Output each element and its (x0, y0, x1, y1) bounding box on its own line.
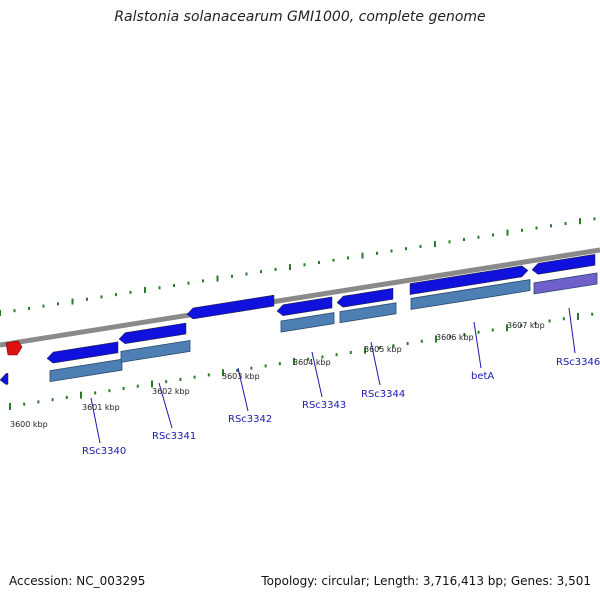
gene-arrow (336, 287, 394, 308)
accession-text: Accession: NC_003295 (9, 574, 146, 588)
gene-label-leaders (90, 307, 576, 444)
gene-arrow (409, 265, 529, 295)
gene-arrow (276, 296, 333, 316)
map-title: Ralstonia solanacearum GMI1000, complete… (114, 9, 486, 25)
label-leader-line (311, 351, 323, 398)
gene-arrow (0, 372, 9, 385)
label-leader-line (237, 367, 249, 412)
inner-tick-marks (9, 312, 594, 410)
cds-bar (49, 358, 123, 383)
gene-arrow (531, 253, 596, 275)
gene-arrow (46, 341, 119, 364)
feature-track (0, 253, 598, 385)
gene-label-rsc3346[interactable]: RSc3346 (556, 357, 600, 368)
label-leader-line (370, 341, 381, 386)
genome-summary-text: Topology: circular; Length: 3,716,413 bp… (261, 574, 591, 588)
outer-tick-marks (0, 217, 596, 316)
genome-backbone (0, 247, 600, 348)
cds-bar (533, 272, 598, 295)
ruler-label-3600: 3600 kbp (10, 420, 48, 429)
label-leader-line (568, 307, 576, 354)
cds-bar (339, 302, 397, 324)
gene-arrow (186, 294, 275, 320)
gene-label-rsc3343[interactable]: RSc3343 (302, 400, 346, 411)
gene-label-rsc3342[interactable]: RSc3342 (228, 414, 272, 425)
gene-arrow (118, 322, 187, 344)
ruler-label-3604: 3604 kbp (293, 358, 331, 367)
ruler-label-3603: 3603 kbp (222, 372, 260, 381)
gene-label-rsc3344[interactable]: RSc3344 (361, 389, 405, 400)
red-feature (5, 340, 23, 356)
label-leader-line (473, 321, 482, 369)
label-leader-line (90, 397, 101, 444)
ruler-label-3601: 3601 kbp (82, 403, 120, 412)
cds-bar (410, 279, 531, 310)
ruler-label-3605: 3605 kbp (364, 345, 402, 354)
gene-label-beta[interactable]: betA (471, 371, 494, 382)
ruler-label-3607: 3607 kbp (507, 321, 545, 330)
cds-bar (120, 339, 191, 363)
ruler-label-3602: 3602 kbp (152, 387, 190, 396)
cds-bar (280, 312, 335, 333)
ruler-label-3606: 3606 kbp (436, 333, 474, 342)
label-leader-line (158, 382, 173, 429)
gene-label-rsc3341[interactable]: RSc3341 (152, 431, 196, 442)
gene-label-rsc3340[interactable]: RSc3340 (82, 446, 126, 457)
